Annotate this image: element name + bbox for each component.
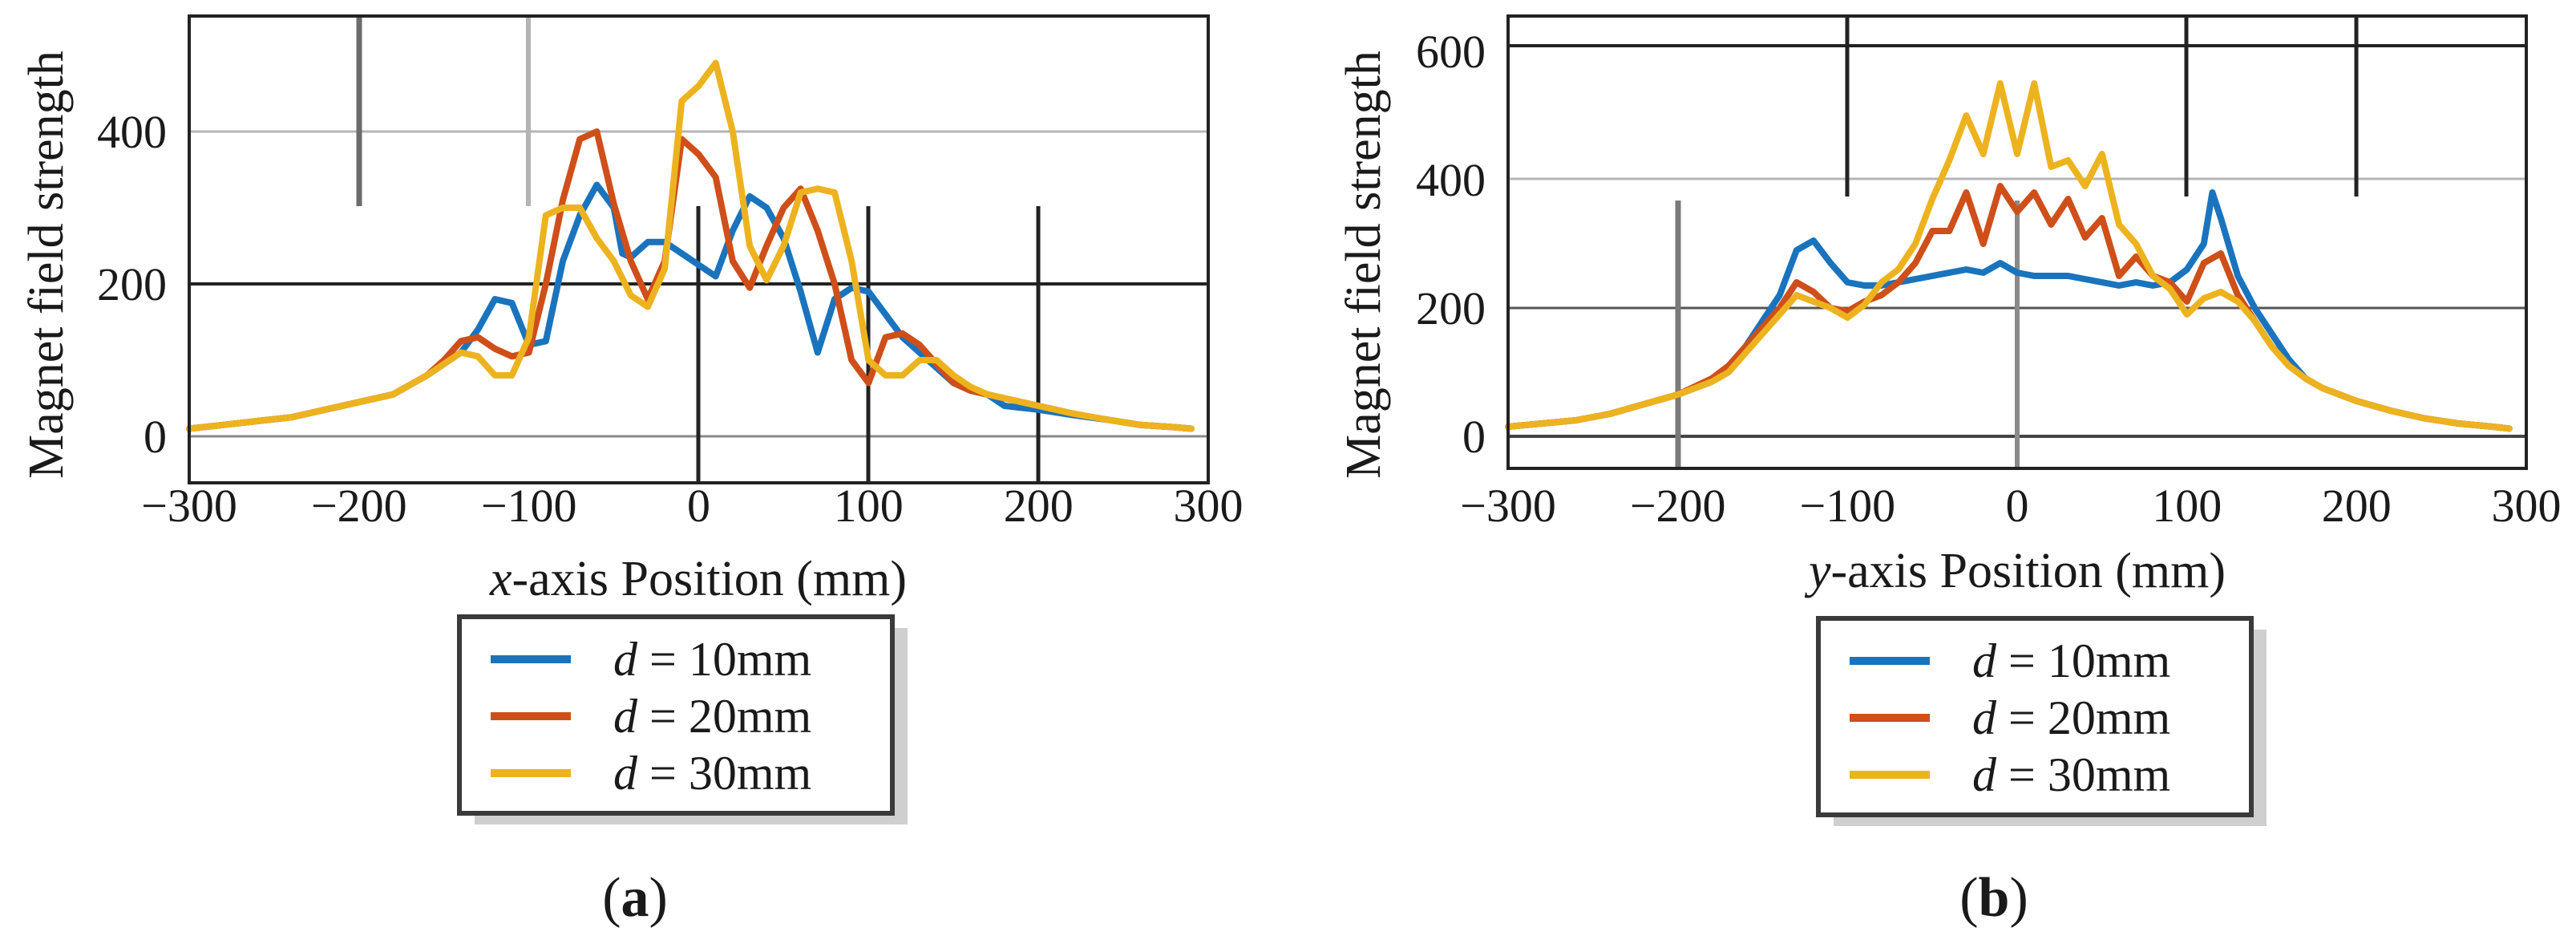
y-tick-label: 0 — [144, 411, 167, 463]
panel-a-plot-frame — [188, 14, 1210, 484]
panel-b-series — [1505, 80, 2513, 432]
x-tick-label: 100 — [834, 480, 904, 532]
x-tick-label: 0 — [2006, 480, 2029, 532]
y-tick-label: 200 — [1416, 282, 1486, 334]
series-line-d-30mm — [186, 59, 1195, 432]
x-tick-label: −100 — [481, 480, 577, 532]
legend-entry-d30: d = 30mm — [613, 747, 811, 800]
y-tick-label: 400 — [97, 106, 167, 158]
panel-b: −300 −200 −100 0 100 200 300 0 200 400 600 Magnet… — [1337, 14, 2562, 929]
panel-b-xlabel: y-axis Position (mm) — [1804, 544, 2226, 598]
x-tick-label: −200 — [311, 480, 407, 532]
panel-a-label: (a) — [602, 867, 668, 929]
legend-entry-d10: d = 10mm — [1972, 634, 2170, 687]
panel-b-y-tick-labels: 0 200 400 600 — [1416, 26, 1486, 463]
panel-b-ylabel: Magnet field strength — [1337, 51, 1391, 479]
panel-a: −300 −200 −100 0 100 200 300 0 200 400 Magnet fi… — [19, 14, 1244, 929]
x-tick-label: −100 — [1799, 480, 1895, 532]
panel-a-series — [186, 59, 1195, 432]
series-line-d-10mm — [1505, 189, 2513, 432]
x-tick-label: −300 — [1460, 480, 1556, 532]
panel-b-plot-frame — [1506, 14, 2528, 470]
series-line-d-30mm — [1505, 80, 2513, 432]
y-tick-label: 400 — [1416, 154, 1486, 206]
x-tick-label: −300 — [141, 480, 237, 532]
panel-a-y-tick-labels: 0 200 400 — [97, 106, 167, 463]
x-tick-label: 300 — [1174, 480, 1244, 532]
legend-entry-d10: d = 10mm — [613, 633, 811, 686]
panel-b-legend: d = 10mm d = 20mm d = 30mm — [1816, 616, 2267, 826]
panel-a-gridlines — [189, 16, 1208, 483]
panel-a-xlabel: x-axis Position (mm) — [489, 552, 907, 606]
panel-a-legend: d = 10mm d = 20mm d = 30mm — [457, 614, 908, 824]
series-line-d-10mm — [186, 181, 1195, 432]
legend-entry-d20: d = 20mm — [613, 690, 811, 743]
panel-b-x-tick-labels: −300 −200 −100 0 100 200 300 — [1460, 480, 2561, 532]
x-tick-label: 200 — [2322, 480, 2392, 532]
legend-entry-d30: d = 30mm — [1972, 748, 2170, 801]
y-tick-label: 200 — [97, 258, 167, 310]
panel-a-x-tick-labels: −300 −200 −100 0 100 200 300 — [141, 480, 1243, 532]
x-tick-label: 300 — [2492, 480, 2562, 532]
series-line-d-20mm — [186, 128, 1195, 432]
x-tick-label: 0 — [687, 480, 710, 532]
panel-b-label: (b) — [1959, 867, 2028, 929]
y-tick-label: 600 — [1416, 26, 1486, 78]
x-tick-label: −200 — [1630, 480, 1726, 532]
x-tick-label: 200 — [1004, 480, 1074, 532]
y-tick-label: 0 — [1462, 411, 1486, 463]
legend-entry-d20: d = 20mm — [1972, 691, 2170, 744]
x-tick-label: 100 — [2152, 480, 2222, 532]
panel-b-gridlines — [1508, 16, 2526, 468]
panel-a-ylabel: Magnet field strength — [19, 51, 74, 479]
